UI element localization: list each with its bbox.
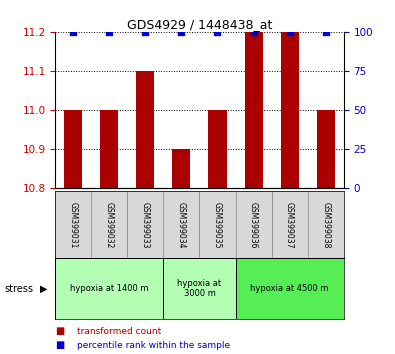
Text: GSM399033: GSM399033 [141,201,150,248]
Bar [272,191,308,258]
Bar [235,191,272,258]
Title: GDS4929 / 1448438_at: GDS4929 / 1448438_at [127,18,272,31]
Bar [164,191,199,258]
Text: ■: ■ [55,341,64,350]
Bar [245,32,263,188]
Bar [209,110,226,188]
Point [214,29,221,35]
Point [250,29,257,35]
Point [322,29,329,35]
Bar [164,258,235,319]
Text: ▶: ▶ [40,284,47,293]
Text: stress: stress [4,284,33,293]
Bar [91,191,127,258]
Bar [55,258,164,319]
Text: hypoxia at
3000 m: hypoxia at 3000 m [177,279,222,298]
Text: GSM399038: GSM399038 [321,201,330,248]
Point [106,29,113,35]
Point [286,29,293,35]
Bar [173,149,190,188]
Text: ■: ■ [55,326,64,336]
Bar [55,191,91,258]
Bar [308,191,344,258]
Text: GSM399034: GSM399034 [177,201,186,248]
Text: percentile rank within the sample: percentile rank within the sample [77,342,230,350]
Bar [64,110,82,188]
Bar [280,32,299,188]
Text: GSM399032: GSM399032 [105,201,114,248]
Bar [100,110,118,188]
Point [142,29,149,35]
Bar [235,258,344,319]
Point [178,29,184,35]
Bar [136,71,154,188]
Text: GSM399037: GSM399037 [285,201,294,248]
Text: GSM399035: GSM399035 [213,201,222,248]
Text: transformed count: transformed count [77,327,161,336]
Text: GSM399036: GSM399036 [249,201,258,248]
Text: hypoxia at 1400 m: hypoxia at 1400 m [70,284,149,293]
Point [70,29,77,35]
Bar [199,191,235,258]
Text: GSM399031: GSM399031 [69,201,78,248]
Bar [317,110,335,188]
Text: hypoxia at 4500 m: hypoxia at 4500 m [250,284,329,293]
Bar [127,191,164,258]
